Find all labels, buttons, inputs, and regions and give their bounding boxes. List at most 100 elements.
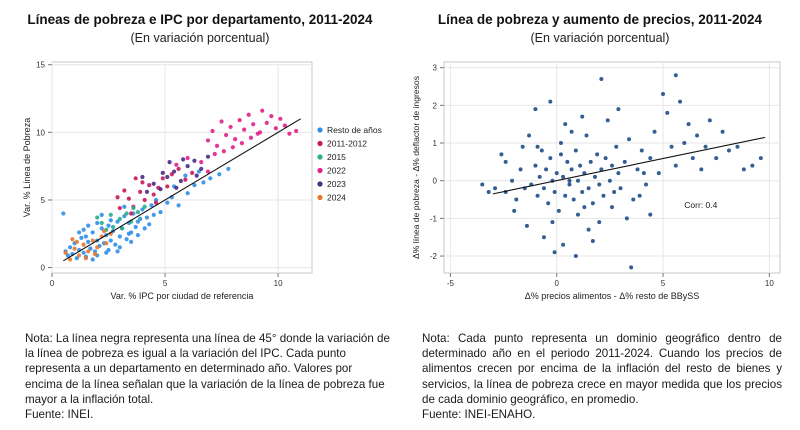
data-point (273, 126, 278, 131)
x-tick-label: 5 (163, 279, 168, 288)
data-point (673, 73, 678, 78)
data-point (269, 114, 274, 119)
data-point (546, 201, 551, 206)
data-point (527, 133, 532, 138)
data-point (597, 220, 602, 225)
data-point (86, 249, 91, 254)
data-point (237, 118, 242, 123)
data-point (74, 239, 79, 244)
data-point (541, 235, 546, 240)
data-point (194, 173, 199, 178)
data-point (115, 195, 120, 200)
data-point (95, 215, 100, 220)
data-point (190, 170, 195, 176)
data-point (178, 178, 183, 184)
y-tick-label: 0 (41, 264, 46, 273)
data-point (63, 250, 68, 255)
data-point (637, 193, 642, 198)
legend-marker (317, 154, 323, 160)
data-point (573, 254, 578, 259)
legend-label: 2024 (327, 193, 346, 203)
data-point (192, 182, 197, 188)
data-point (226, 166, 231, 171)
data-point (627, 137, 632, 142)
data-point (251, 122, 256, 127)
data-point (610, 163, 614, 168)
data-point (612, 189, 617, 194)
data-point (142, 204, 147, 209)
data-point (108, 212, 113, 217)
data-point (480, 182, 485, 187)
note-text-left: Nota: La línea negra representa una líne… (25, 332, 390, 406)
data-point (641, 171, 646, 176)
data-point (126, 231, 131, 236)
legend-label: 2023 (327, 179, 346, 189)
data-point (140, 180, 145, 185)
data-point (110, 224, 116, 230)
data-point (520, 144, 525, 149)
data-point (590, 238, 595, 243)
scatter-chart-left: 0 5 10 15 0 5 10 Var. % IPC por ciudad de refer… (22, 61, 382, 301)
data-point (165, 174, 170, 180)
data-point (205, 154, 211, 159)
data-point (618, 186, 623, 191)
data-point (106, 223, 111, 228)
legend-marker (317, 140, 323, 147)
data-point (629, 265, 634, 270)
data-point (586, 186, 591, 191)
data-point (571, 197, 576, 202)
data-point (92, 251, 98, 257)
x-tick-label: -5 (447, 279, 455, 288)
data-point (648, 156, 653, 161)
data-point (160, 170, 165, 176)
data-point (61, 211, 66, 216)
data-point (558, 141, 563, 146)
data-point (565, 159, 570, 164)
data-point (567, 178, 572, 183)
chart-title-left: Líneas de pobreza e IPC por departamento… (27, 12, 373, 27)
data-point (242, 127, 247, 132)
data-point (144, 215, 150, 220)
data-point (165, 200, 170, 205)
data-point (260, 108, 265, 113)
x-tick-label: 0 (554, 279, 559, 288)
data-point (95, 220, 100, 226)
data-point (682, 141, 687, 146)
data-point (135, 210, 141, 215)
data-point (142, 197, 147, 203)
data-point (133, 224, 138, 230)
chart-panel-right: Línea de pobreza y aumento de precios, 2… (400, 0, 800, 430)
data-point (119, 226, 125, 231)
data-point (208, 176, 213, 181)
data-point (108, 218, 113, 223)
data-point (699, 167, 704, 172)
data-point (201, 180, 206, 185)
data-point (644, 182, 649, 187)
data-point (561, 242, 566, 247)
data-point (503, 159, 508, 164)
data-point (160, 176, 165, 181)
reference-line-45 (63, 118, 301, 262)
data-point (567, 182, 572, 187)
data-point (703, 144, 708, 149)
data-point (610, 205, 614, 210)
data-point (561, 174, 566, 179)
data-point (648, 212, 653, 217)
data-point (673, 163, 678, 168)
data-point (147, 182, 152, 188)
data-point (524, 223, 529, 228)
data-point (104, 241, 109, 246)
data-point (665, 110, 670, 115)
data-point (70, 237, 75, 242)
data-point (124, 237, 129, 242)
data-point (149, 203, 154, 208)
y-tick-label: 1 (433, 139, 438, 148)
data-point (661, 92, 666, 97)
data-point (185, 164, 190, 169)
y-tick-label: 0 (433, 177, 438, 186)
data-point (86, 223, 91, 228)
data-point (493, 186, 498, 191)
data-point (108, 238, 113, 243)
x-tick-label: 10 (765, 279, 774, 288)
data-point (117, 234, 122, 239)
